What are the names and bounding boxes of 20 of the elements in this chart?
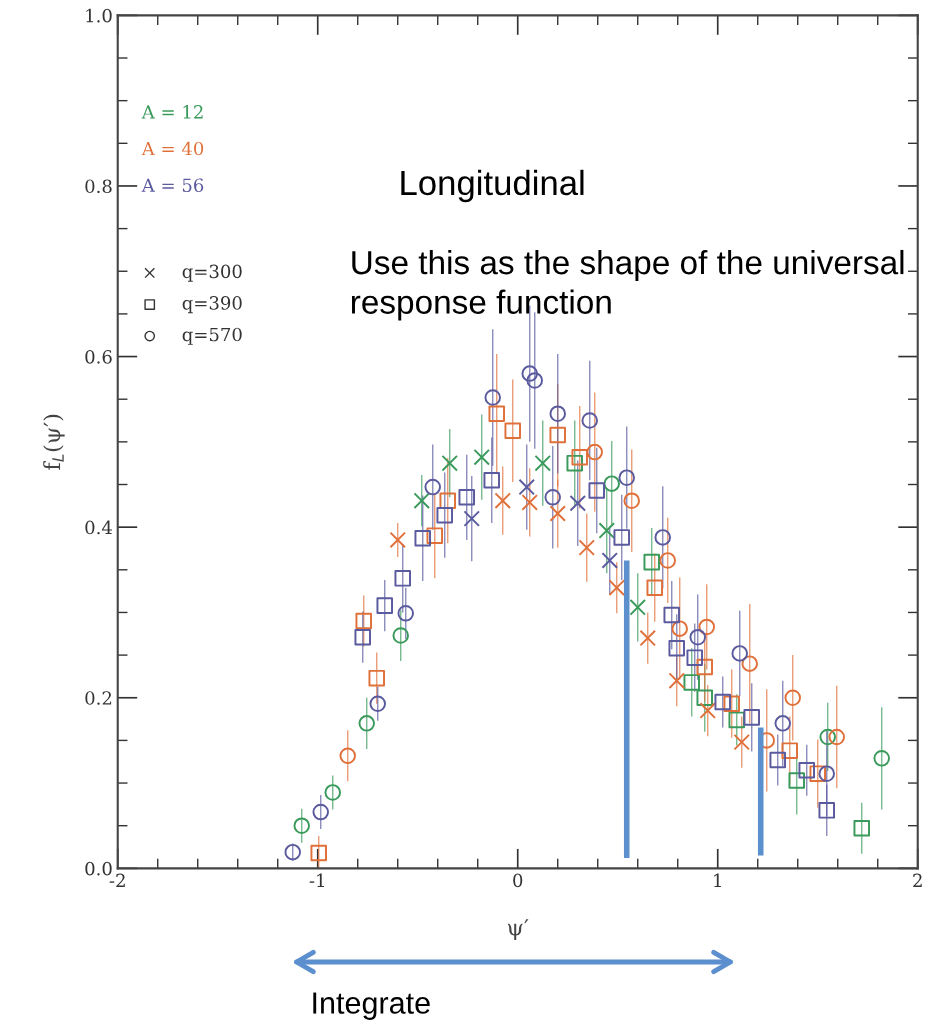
x-tick-label: 1 (714, 873, 721, 887)
x-axis-title: ψ′ (507, 919, 529, 940)
y-tick-label: 0.2 (85, 691, 112, 705)
y-tick-label: 0.4 (85, 520, 112, 535)
x-tick-label: -1 (309, 873, 324, 887)
annotation: A = 40 (141, 141, 204, 156)
x-tick-label: 2 (913, 873, 922, 887)
annotation: q=390 (182, 296, 242, 314)
y-axis-title: f$_{L}$(ψ′) (43, 414, 65, 470)
y-tick-label: 0.8 (85, 179, 112, 194)
y-tick-label: 1.0 (86, 8, 112, 23)
annotation: A = 56 (141, 178, 204, 193)
annotation: q=300 (182, 264, 242, 282)
text: Integrate (313, 992, 430, 1020)
x-tick-label: 0 (513, 873, 523, 888)
annotation: Use this as the shape of the universal response function (351, 249, 904, 321)
annotation: Longitudinal (401, 169, 584, 203)
annotation: q=570 (182, 327, 242, 345)
y-tick-label: 0.6 (85, 350, 112, 364)
annotation: A = 12 (141, 105, 203, 119)
